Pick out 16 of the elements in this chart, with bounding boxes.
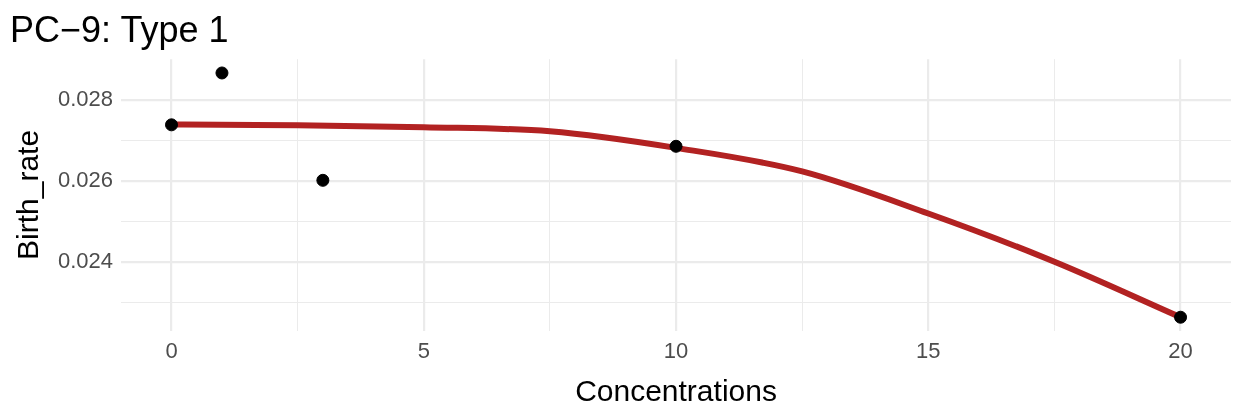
x-tick-label: 0	[165, 337, 178, 363]
y-tick-label: 0.026	[57, 166, 114, 192]
y-tick-label: 0.028	[57, 85, 114, 111]
point	[165, 118, 179, 132]
x-tick-label: 15	[916, 337, 941, 363]
x-tick-label: 10	[663, 337, 689, 363]
point	[316, 173, 330, 187]
point	[215, 66, 229, 80]
point	[669, 139, 683, 153]
x-axis-title: Concentrations	[575, 374, 777, 408]
point	[1174, 310, 1188, 324]
y-tick-label: 0.024	[57, 247, 114, 273]
x-tick-label: 5	[417, 337, 430, 363]
x-tick-label: 20	[1168, 337, 1193, 363]
chart-title: PC−9: Type 1	[10, 8, 229, 50]
y-axis-title: Birth_rate	[11, 129, 45, 260]
